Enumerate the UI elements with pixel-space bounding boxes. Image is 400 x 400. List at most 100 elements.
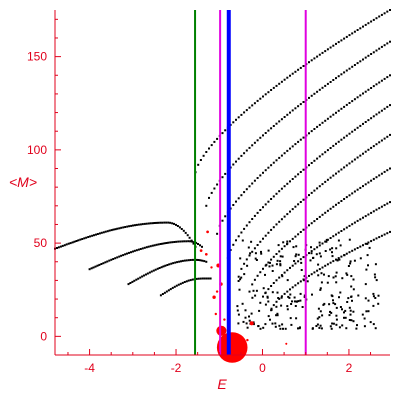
data-point bbox=[350, 285, 353, 288]
vertical-lines-layer bbox=[194, 10, 307, 355]
data-point bbox=[359, 124, 362, 127]
data-point bbox=[128, 251, 130, 254]
data-point bbox=[299, 292, 302, 295]
data-point bbox=[260, 252, 263, 255]
y-tick-label: 50 bbox=[34, 236, 48, 250]
data-point bbox=[291, 300, 293, 303]
data-points-layer bbox=[54, 9, 391, 330]
data-point bbox=[271, 270, 274, 272]
data-point bbox=[302, 228, 305, 231]
data-point bbox=[145, 273, 147, 276]
data-point bbox=[297, 105, 300, 108]
data-point bbox=[348, 224, 351, 227]
data-point bbox=[267, 166, 270, 169]
data-point bbox=[386, 232, 389, 235]
data-point bbox=[286, 113, 289, 116]
data-point bbox=[340, 230, 343, 232]
data-point bbox=[124, 253, 127, 256]
data-point bbox=[389, 104, 391, 107]
data-point bbox=[329, 237, 332, 239]
data-point bbox=[306, 280, 309, 283]
red-point bbox=[223, 318, 226, 321]
data-point bbox=[267, 315, 270, 318]
data-point bbox=[168, 263, 171, 266]
data-point bbox=[338, 326, 341, 329]
data-point bbox=[155, 243, 158, 246]
data-point bbox=[370, 179, 373, 182]
data-point bbox=[389, 74, 391, 77]
data-point bbox=[294, 205, 297, 208]
data-point bbox=[324, 250, 327, 252]
data-point bbox=[203, 260, 206, 263]
data-point bbox=[286, 243, 288, 246]
data-point bbox=[308, 164, 310, 167]
data-point bbox=[351, 249, 354, 252]
data-point bbox=[259, 327, 262, 330]
data-point bbox=[143, 222, 146, 225]
data-point bbox=[278, 276, 281, 279]
data-point bbox=[199, 277, 202, 280]
data-point bbox=[131, 280, 134, 283]
data-point bbox=[308, 132, 310, 135]
data-point bbox=[177, 240, 180, 243]
data-point bbox=[348, 132, 351, 135]
data-point bbox=[85, 236, 88, 239]
data-point bbox=[106, 260, 109, 263]
data-point bbox=[372, 292, 375, 295]
data-point bbox=[310, 191, 313, 194]
data-point bbox=[188, 236, 191, 239]
data-point bbox=[286, 149, 289, 152]
data-point bbox=[102, 231, 105, 234]
data-point bbox=[128, 225, 131, 228]
data-point bbox=[343, 105, 346, 108]
data-point bbox=[337, 170, 340, 173]
data-point bbox=[251, 104, 254, 107]
data-point bbox=[253, 214, 256, 217]
data-point bbox=[343, 311, 345, 314]
data-point bbox=[378, 236, 381, 239]
data-point bbox=[359, 257, 362, 260]
data-point bbox=[283, 152, 286, 155]
data-point bbox=[308, 194, 310, 197]
data-point bbox=[98, 263, 101, 266]
data-point bbox=[126, 252, 128, 255]
data-point bbox=[308, 96, 310, 99]
data-point bbox=[171, 241, 174, 244]
data-point bbox=[262, 95, 264, 98]
data-point bbox=[250, 312, 253, 315]
data-point bbox=[275, 263, 278, 266]
data-point bbox=[291, 264, 294, 267]
data-point bbox=[93, 234, 95, 237]
data-point bbox=[187, 279, 190, 282]
data-point bbox=[362, 152, 364, 155]
data-point bbox=[370, 53, 373, 55]
data-point bbox=[112, 228, 115, 231]
data-point bbox=[191, 278, 194, 281]
data-point bbox=[319, 310, 322, 313]
data-point bbox=[171, 286, 174, 289]
data-point bbox=[383, 44, 386, 47]
data-point bbox=[257, 325, 260, 328]
data-point bbox=[318, 155, 321, 158]
data-point bbox=[278, 190, 281, 193]
data-point bbox=[359, 154, 362, 157]
data-point bbox=[386, 76, 389, 79]
data-point bbox=[146, 272, 149, 275]
data-point bbox=[270, 258, 273, 261]
data-point bbox=[386, 169, 389, 172]
data-point bbox=[326, 178, 329, 181]
data-point bbox=[208, 147, 210, 150]
data-point bbox=[318, 252, 321, 255]
data-point bbox=[276, 291, 279, 294]
x-tick-label: -2 bbox=[171, 361, 182, 375]
data-point bbox=[216, 232, 219, 235]
data-point bbox=[323, 273, 325, 276]
data-point bbox=[262, 171, 264, 174]
data-point bbox=[292, 246, 295, 249]
data-point bbox=[341, 308, 343, 311]
data-point bbox=[345, 134, 348, 137]
data-point bbox=[232, 243, 235, 246]
data-point bbox=[289, 74, 291, 77]
data-point bbox=[336, 259, 339, 262]
data-point bbox=[300, 269, 303, 271]
